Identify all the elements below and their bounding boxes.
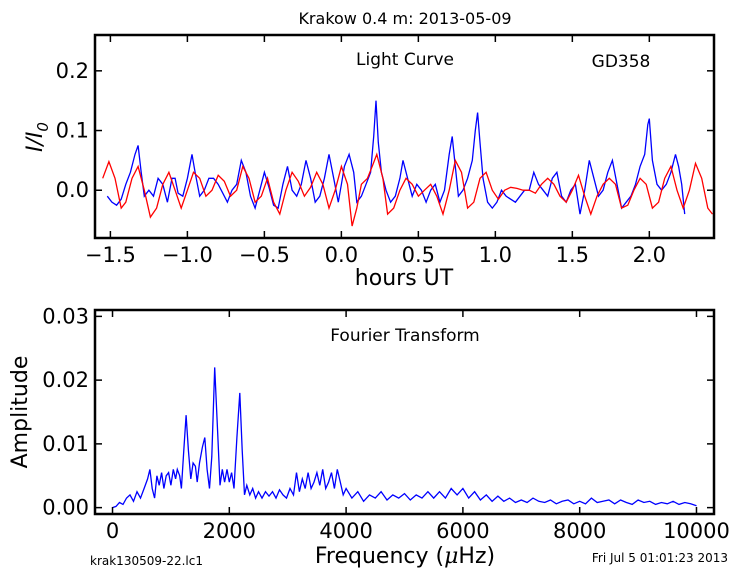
fourier-y-tick-label: 0.00 (42, 496, 89, 520)
fourier-series-line-1 (112, 367, 697, 509)
light-curve-y-tick-label: 0.2 (56, 59, 89, 83)
light-curve-x-tick-label: 1.0 (479, 243, 512, 267)
light-curve-panel: −1.5 −1.0 −0.5 0.0 0.5 1.0 1.5 2.0 0.0 0.1 0.2 Lig… (23, 33, 716, 291)
fourier-x-tick-label: 0 (106, 519, 119, 543)
fourier-annotation: Fourier Transform (330, 326, 479, 346)
fourier-x-tick-label: 10000 (663, 519, 730, 543)
fourier-frame (93, 308, 716, 516)
light-curve-y-tick-label: 0.0 (56, 178, 89, 202)
light-curve-series-line-1 (106, 100, 686, 215)
fourier-x-tick-label: 2000 (203, 519, 256, 543)
fourier-panel: 0 2000 4000 6000 8000 10000 0.00 0.01 0.02 0.03 F… (8, 304, 730, 569)
target-name-annotation: GD358 (592, 52, 651, 72)
light-curve-y-tick-label: 0.1 (56, 119, 89, 143)
light-curve-x-tick-label: 1.5 (556, 243, 589, 267)
fourier-series-group (112, 367, 697, 509)
light-curve-x-tick-label: 2.0 (633, 243, 666, 267)
light-curve-ticks: −1.5 −1.0 −0.5 0.0 0.5 1.0 1.5 2.0 0.0 0.1 0.2 (56, 35, 714, 267)
fourier-y-tick-label: 0.01 (42, 432, 89, 456)
light-curve-series-group (102, 100, 714, 227)
light-curve-x-tick-label: 0.5 (402, 243, 435, 267)
fourier-ticks: 0 2000 4000 6000 8000 10000 0.00 0.01 0.02 0.03 (42, 304, 730, 543)
fourier-x-axis-label: Frequency (μHz) (315, 544, 495, 569)
fourier-x-tick-label: 8000 (553, 519, 606, 543)
light-curve-series-line-2 (102, 152, 714, 227)
light-curve-x-tick-label: −1.5 (85, 243, 136, 267)
fourier-y-axis-label: Amplitude (8, 356, 33, 469)
light-curve-y-axis-label: I/I0 (23, 122, 52, 152)
footer-timestamp: Fri Jul 5 01:01:23 2013 (591, 551, 728, 565)
light-curve-x-tick-label: −0.5 (239, 243, 290, 267)
light-curve-x-axis-label: hours UT (355, 266, 454, 291)
footer-filename: krak130509-22.lc1 (90, 554, 203, 568)
light-curve-annotation: Light Curve (356, 50, 454, 70)
light-curve-x-tick-label: 0.0 (325, 243, 358, 267)
figure-title: Krakow 0.4 m: 2013-05-09 (298, 9, 511, 28)
light-curve-frame (93, 33, 716, 240)
fourier-y-tick-label: 0.03 (42, 304, 89, 328)
fourier-y-tick-label: 0.02 (42, 368, 89, 392)
fourier-x-tick-label: 6000 (436, 519, 489, 543)
light-curve-x-tick-label: −1.0 (162, 243, 213, 267)
fourier-x-tick-label: 4000 (319, 519, 372, 543)
